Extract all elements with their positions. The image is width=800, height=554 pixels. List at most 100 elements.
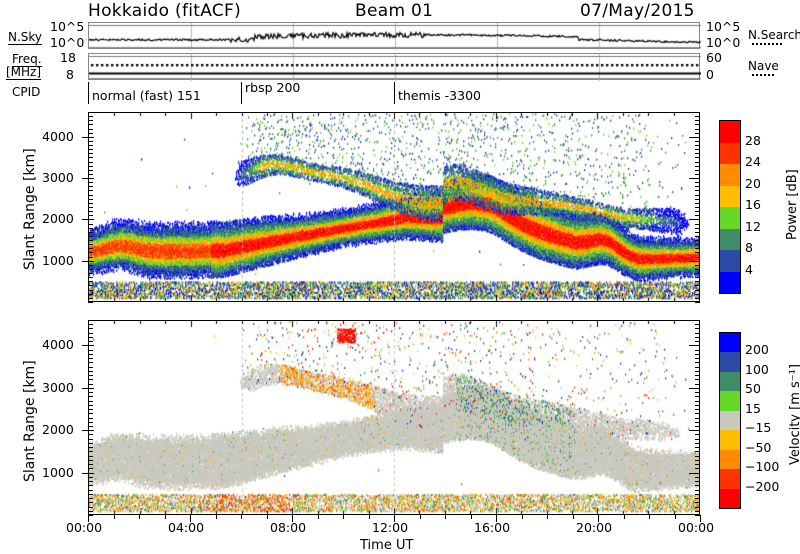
x-tick-label: 16:00 [474,520,511,535]
power-colorbar-title: Power [dB] [785,169,800,240]
colorbar-segment [720,430,740,450]
colorbar-tick-label: 50 [745,381,761,397]
cpid-label: CPID [12,85,41,99]
y-tick-label: 3000 [42,379,74,395]
y-minor-tick [695,485,700,487]
freq-trace [89,54,701,81]
x-minor-tick [266,515,268,519]
y-minor-tick [695,165,700,167]
x-tick-mark [394,515,395,522]
y-minor-tick [695,215,700,217]
y-minor-tick [88,227,93,229]
y-minor-tick [695,211,700,213]
y-minor-tick [88,219,93,221]
y-tick-label: 1000 [42,464,74,480]
x-minor-tick [547,515,548,519]
x-tick-label: 12:00 [372,520,409,535]
y-minor-tick [88,459,93,461]
colorbar-segment [720,142,740,164]
y-minor-tick [695,194,700,196]
y-minor-tick [695,186,700,188]
y-minor-tick [695,256,700,258]
colorbar-segment [720,488,740,508]
y-tick-mark-right [689,260,700,262]
colorbar-tick-label: 100 [745,361,769,377]
power-colorbar [719,120,741,294]
nave-label: Nave [748,59,779,73]
y-minor-tick [88,215,93,217]
nsearch-label: N.Search [748,28,800,42]
y-tick-mark-right [689,430,700,432]
y-minor-tick [695,252,700,254]
y-minor-tick [88,481,93,483]
y-minor-tick [695,264,700,266]
y-tick-mark-right [689,472,700,474]
y-minor-tick [88,264,93,266]
y-minor-tick [88,358,93,360]
y-minor-tick [695,328,700,330]
y-minor-tick [88,506,93,508]
x-minor-tick [139,515,140,519]
y-minor-tick [88,345,93,347]
y-minor-tick [695,153,700,155]
nave-dotted-legend [752,74,774,78]
y-minor-tick [88,281,93,283]
y-minor-tick [88,244,93,246]
y-tick-mark-right [689,178,700,180]
y-minor-tick [88,392,93,394]
x-minor-tick [215,515,217,519]
colorbar-segment [720,207,740,229]
y-minor-tick [88,476,93,478]
y-minor-tick [695,293,700,295]
y-minor-tick [88,362,93,364]
power-plot [88,112,700,302]
y-minor-tick [88,417,93,419]
freq-label-line1: Freq. [12,52,42,67]
y-minor-tick [695,502,700,504]
y-minor-tick [88,136,93,138]
cpid-divider [394,82,395,104]
y-minor-tick [695,190,700,192]
y-minor-tick [88,285,93,287]
y-minor-tick [88,268,93,270]
y-minor-tick [695,227,700,229]
colorbar-segment [720,185,740,207]
y-tick-label: 1000 [42,252,74,268]
y-minor-tick [88,468,93,470]
y-minor-tick [88,153,93,155]
beam-label: Beam 01 [355,1,434,21]
x-minor-tick [241,515,242,519]
colorbar-tick-label: 200 [745,342,769,358]
y-minor-tick [88,145,93,147]
x-minor-tick [113,515,115,519]
x-tick-label: 04:00 [168,520,205,535]
velocity-ylabel: Slant Range [km] [22,360,38,482]
noise-ytick-top-right: 10^5 [706,19,741,34]
y-minor-tick [88,493,93,495]
y-minor-tick [695,455,700,457]
y-minor-tick [88,128,93,130]
y-minor-tick [695,169,700,171]
y-minor-tick [88,409,93,411]
colorbar-segment [720,352,740,372]
y-minor-tick [695,370,700,372]
y-minor-tick [695,336,700,338]
y-minor-tick [695,447,700,449]
y-minor-tick [695,510,700,512]
y-minor-tick [695,244,700,246]
y-minor-tick [88,120,93,122]
y-tick-label: 4000 [42,128,74,144]
y-minor-tick [88,324,93,326]
x-tick-label: 20:00 [576,520,613,535]
y-minor-tick [88,438,93,440]
y-tick-mark-right [689,345,700,347]
y-minor-tick [695,128,700,130]
y-minor-tick [695,459,700,461]
colorbar-tick-label: −200 [745,478,780,494]
y-minor-tick [88,349,93,351]
y-minor-tick [695,362,700,364]
colorbar-tick-label: 12 [745,218,761,234]
y-minor-tick [88,231,93,233]
y-minor-tick [695,132,700,134]
colorbar-tick-label: 15 [745,400,761,416]
